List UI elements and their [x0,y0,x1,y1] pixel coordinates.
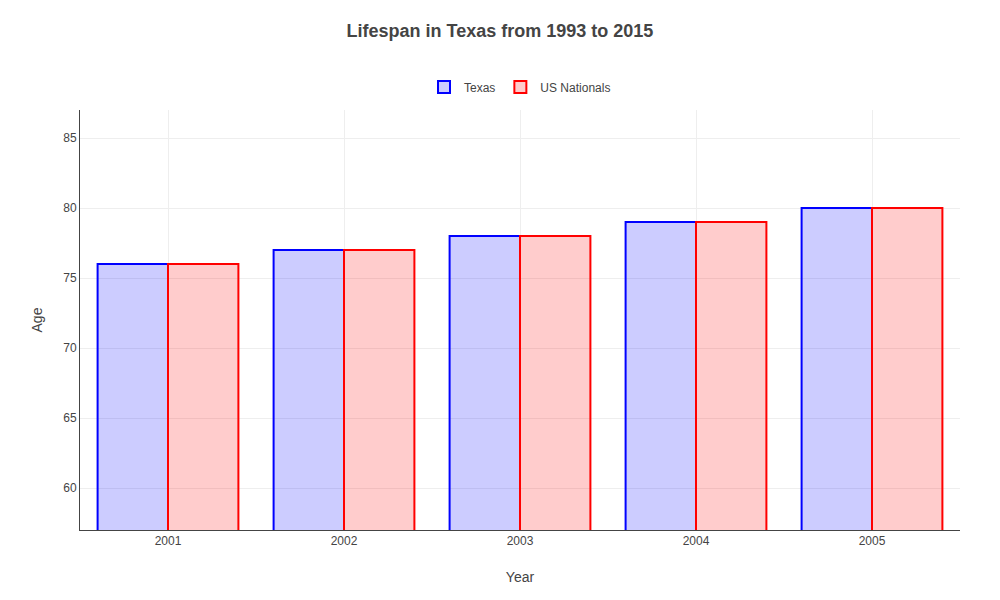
svg-text:60: 60 [63,481,77,495]
svg-text:2001: 2001 [155,534,182,548]
svg-text:2005: 2005 [859,534,886,548]
svg-text:2004: 2004 [683,534,710,548]
svg-text:US Nationals: US Nationals [540,81,610,95]
svg-text:Texas: Texas [464,81,495,95]
svg-text:75: 75 [63,271,77,285]
svg-text:80: 80 [63,201,77,215]
svg-text:2003: 2003 [507,534,534,548]
svg-text:2002: 2002 [331,534,358,548]
svg-text:65: 65 [63,411,77,425]
svg-text:70: 70 [63,341,77,355]
svg-text:85: 85 [63,131,77,145]
svg-text:Year: Year [506,569,535,585]
svg-text:Lifespan in Texas from 1993 to: Lifespan in Texas from 1993 to 2015 [347,21,654,41]
svg-text:Age: Age [29,307,45,332]
